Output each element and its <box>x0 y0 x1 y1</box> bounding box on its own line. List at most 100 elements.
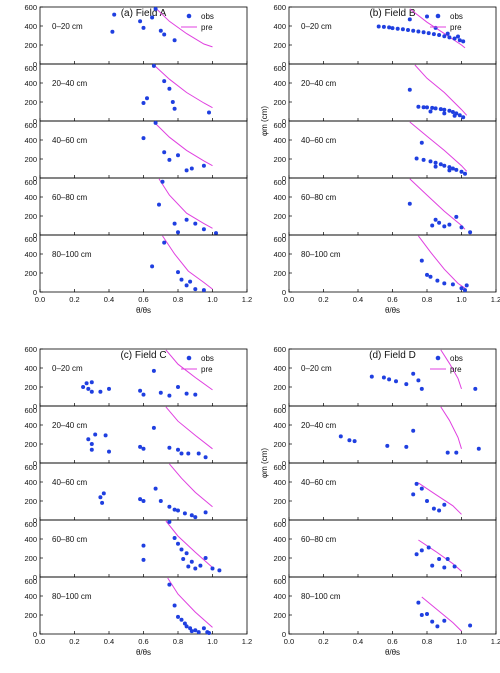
y-tick-label: 200 <box>273 212 286 221</box>
obs-point <box>141 101 146 105</box>
obs-point <box>150 264 155 269</box>
y-tick-label: 400 <box>273 22 286 31</box>
pre-curve <box>409 8 466 49</box>
obs-point <box>431 506 436 511</box>
obs-point <box>421 105 426 110</box>
obs-point <box>425 612 429 616</box>
obs-point <box>207 631 211 635</box>
y-tick-label: 200 <box>273 554 286 563</box>
obs-point <box>419 613 424 617</box>
obs-point <box>414 552 419 557</box>
x-tick-label: 0.4 <box>353 295 363 304</box>
obs-point <box>179 451 184 456</box>
obs-point <box>184 624 189 629</box>
obs-point <box>447 222 452 227</box>
obs-point <box>390 26 395 31</box>
depth-label: 40–60 cm <box>52 478 87 487</box>
depth-label: 0–20 cm <box>301 22 332 31</box>
obs-point <box>153 486 158 491</box>
x-tick-label: 0.8 <box>422 295 432 304</box>
y-axis-label: φm (cm) <box>260 106 269 136</box>
obs-point <box>141 392 146 397</box>
x-tick-label: 0.6 <box>387 295 397 304</box>
x-axis-label: θ/θs <box>136 648 151 657</box>
legend-obs-label: obs <box>201 12 214 21</box>
legend-obs-label: obs <box>201 354 214 363</box>
x-tick-label: 0.2 <box>69 295 79 304</box>
y-tick-label: 600 <box>273 64 286 73</box>
y-tick-label: 200 <box>273 41 286 50</box>
obs-point <box>167 519 172 524</box>
y-tick-label: 200 <box>24 155 37 164</box>
y-tick-label: 0 <box>282 117 286 126</box>
obs-point <box>167 157 172 162</box>
obs-point <box>414 481 419 486</box>
panel-frame <box>288 177 497 236</box>
obs-point <box>184 168 189 173</box>
x-tick-label: 1.0 <box>456 637 466 646</box>
obs-point <box>184 551 189 556</box>
x-tick-label: 0.0 <box>35 637 45 646</box>
obs-point <box>179 617 184 622</box>
pre-curve <box>153 121 213 167</box>
obs-point <box>141 25 146 30</box>
y-tick-label: 0 <box>282 174 286 183</box>
obs-point <box>387 377 392 382</box>
obs-point <box>437 220 442 225</box>
obs-point <box>442 163 447 168</box>
obs-point <box>207 110 211 115</box>
obs-point <box>430 223 435 228</box>
obs-point <box>89 442 94 446</box>
y-tick-label: 600 <box>24 178 37 187</box>
pre-curve <box>169 463 213 508</box>
y-tick-label: 600 <box>273 406 286 415</box>
x-axis-label: θ/θs <box>136 306 151 315</box>
obs-point <box>411 371 416 376</box>
obs-point <box>428 109 433 114</box>
y-tick-label: 0 <box>33 459 37 468</box>
y-tick-label: 0 <box>33 117 37 126</box>
obs-point <box>438 107 443 112</box>
obs-point <box>419 258 424 263</box>
legend-pre-label: pre <box>201 365 213 374</box>
obs-point <box>198 563 203 568</box>
obs-point <box>193 566 198 571</box>
y-tick-label: 600 <box>24 235 37 244</box>
obs-point <box>196 451 201 456</box>
y-tick-label: 600 <box>273 3 286 12</box>
x-tick-label: 0.6 <box>138 637 148 646</box>
obs-point <box>476 446 481 451</box>
obs-point <box>196 630 201 635</box>
obs-point <box>172 38 177 43</box>
obs-point <box>416 600 421 605</box>
y-tick-label: 600 <box>24 520 37 529</box>
obs-point <box>217 568 222 573</box>
obs-point <box>447 168 452 173</box>
obs-point <box>433 164 438 169</box>
obs-point <box>421 157 426 162</box>
panel-frame <box>288 63 497 122</box>
obs-point <box>189 166 194 171</box>
obs-point <box>425 14 429 19</box>
obs-point <box>141 543 146 548</box>
obs-point <box>411 28 416 33</box>
obs-point <box>442 618 447 623</box>
chart-title: (d) Field D <box>369 350 416 361</box>
obs-point <box>463 171 467 176</box>
obs-point <box>151 368 156 373</box>
obs-point <box>450 282 455 287</box>
y-tick-label: 400 <box>273 250 286 259</box>
pre-curve <box>418 539 462 572</box>
obs-point <box>172 536 177 540</box>
obs-point <box>416 378 421 383</box>
obs-point <box>162 32 167 37</box>
y-tick-label: 200 <box>273 497 286 506</box>
pre-curve <box>421 596 462 632</box>
x-tick-label: 1.0 <box>207 295 217 304</box>
obs-point <box>188 279 193 284</box>
y-tick-label: 0 <box>33 231 37 240</box>
obs-point <box>138 19 143 24</box>
obs-point <box>176 153 180 158</box>
y-tick-label: 400 <box>24 421 37 430</box>
y-tick-label: 0 <box>33 516 37 525</box>
